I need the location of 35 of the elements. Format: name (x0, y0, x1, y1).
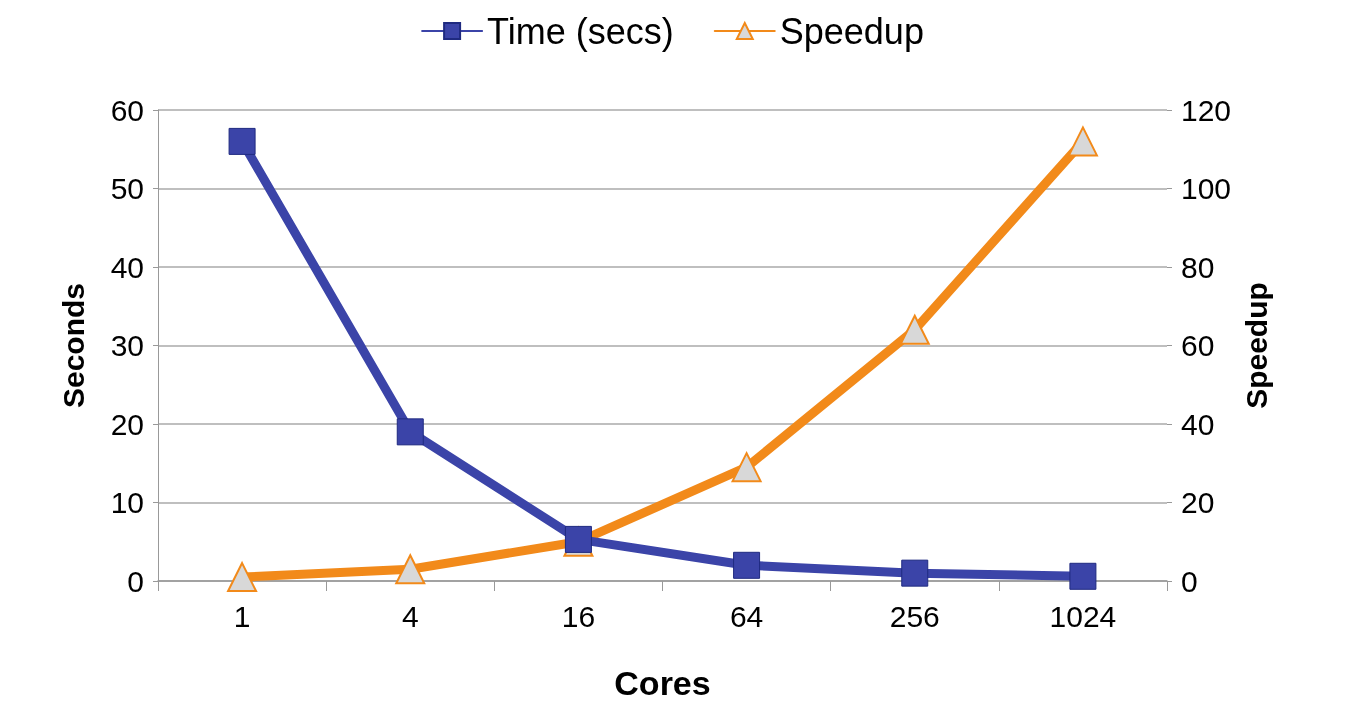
y2-tick-label: 40 (1181, 407, 1215, 441)
y-tick-label: 50 (110, 172, 144, 205)
x-tick-label: 256 (889, 599, 940, 633)
point (395, 554, 426, 585)
y2-tick-label: 120 (1181, 93, 1232, 127)
y-tick-label: 60 (110, 93, 144, 127)
x-tick-label: 16 (561, 599, 596, 633)
point (396, 418, 424, 446)
y2-tick-label: 20 (1181, 486, 1215, 519)
y-tick-label: 30 (110, 329, 144, 362)
point (731, 452, 762, 483)
legend-label: Speedup (779, 10, 924, 52)
y-axis-title: Seconds (56, 282, 90, 409)
point (901, 559, 929, 587)
point (227, 562, 258, 593)
y2-tick-label: 80 (1181, 250, 1215, 284)
point (1067, 126, 1098, 157)
y-tick-label: 40 (110, 250, 144, 284)
y2-tick-label: 100 (1181, 172, 1232, 205)
y-tick-label: 10 (110, 486, 144, 519)
legend-label: Time (secs) (487, 10, 674, 52)
x-tick-label: 1024 (1049, 599, 1117, 633)
y2-tick-label: 60 (1181, 329, 1215, 362)
x-tick-label: 64 (729, 599, 764, 633)
point (228, 127, 256, 155)
x-tick-label: 4 (401, 599, 419, 633)
point (899, 314, 930, 345)
y2-tick-label: 0 (1181, 564, 1198, 598)
point (1069, 562, 1097, 590)
y2-axis-title: Speedup (1240, 282, 1274, 409)
y-tick-label: 0 (127, 564, 144, 598)
point (733, 551, 761, 579)
x-axis-title: Cores (614, 664, 711, 702)
y-tick-label: 20 (110, 407, 144, 441)
x-tick-label: 1 (233, 599, 251, 633)
